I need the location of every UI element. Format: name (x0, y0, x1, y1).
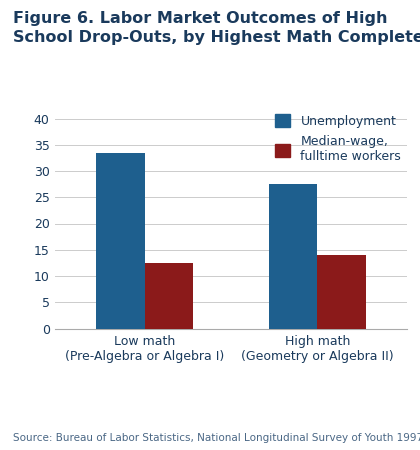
Bar (96, 153, 144, 328)
Text: Source: Bureau of Labor Statistics, National Longitudinal Survey of Youth 1997: Source: Bureau of Labor Statistics, Nati… (13, 433, 420, 443)
Bar (269, 184, 318, 328)
Text: Figure 6. Labor Market Outcomes of High
School Drop-Outs, by Highest Math Comple: Figure 6. Labor Market Outcomes of High … (13, 11, 420, 45)
Bar (144, 263, 193, 328)
Legend: Unemployment, Median-wage,
fulltime workers: Unemployment, Median-wage, fulltime work… (270, 109, 406, 168)
Bar (318, 255, 366, 328)
